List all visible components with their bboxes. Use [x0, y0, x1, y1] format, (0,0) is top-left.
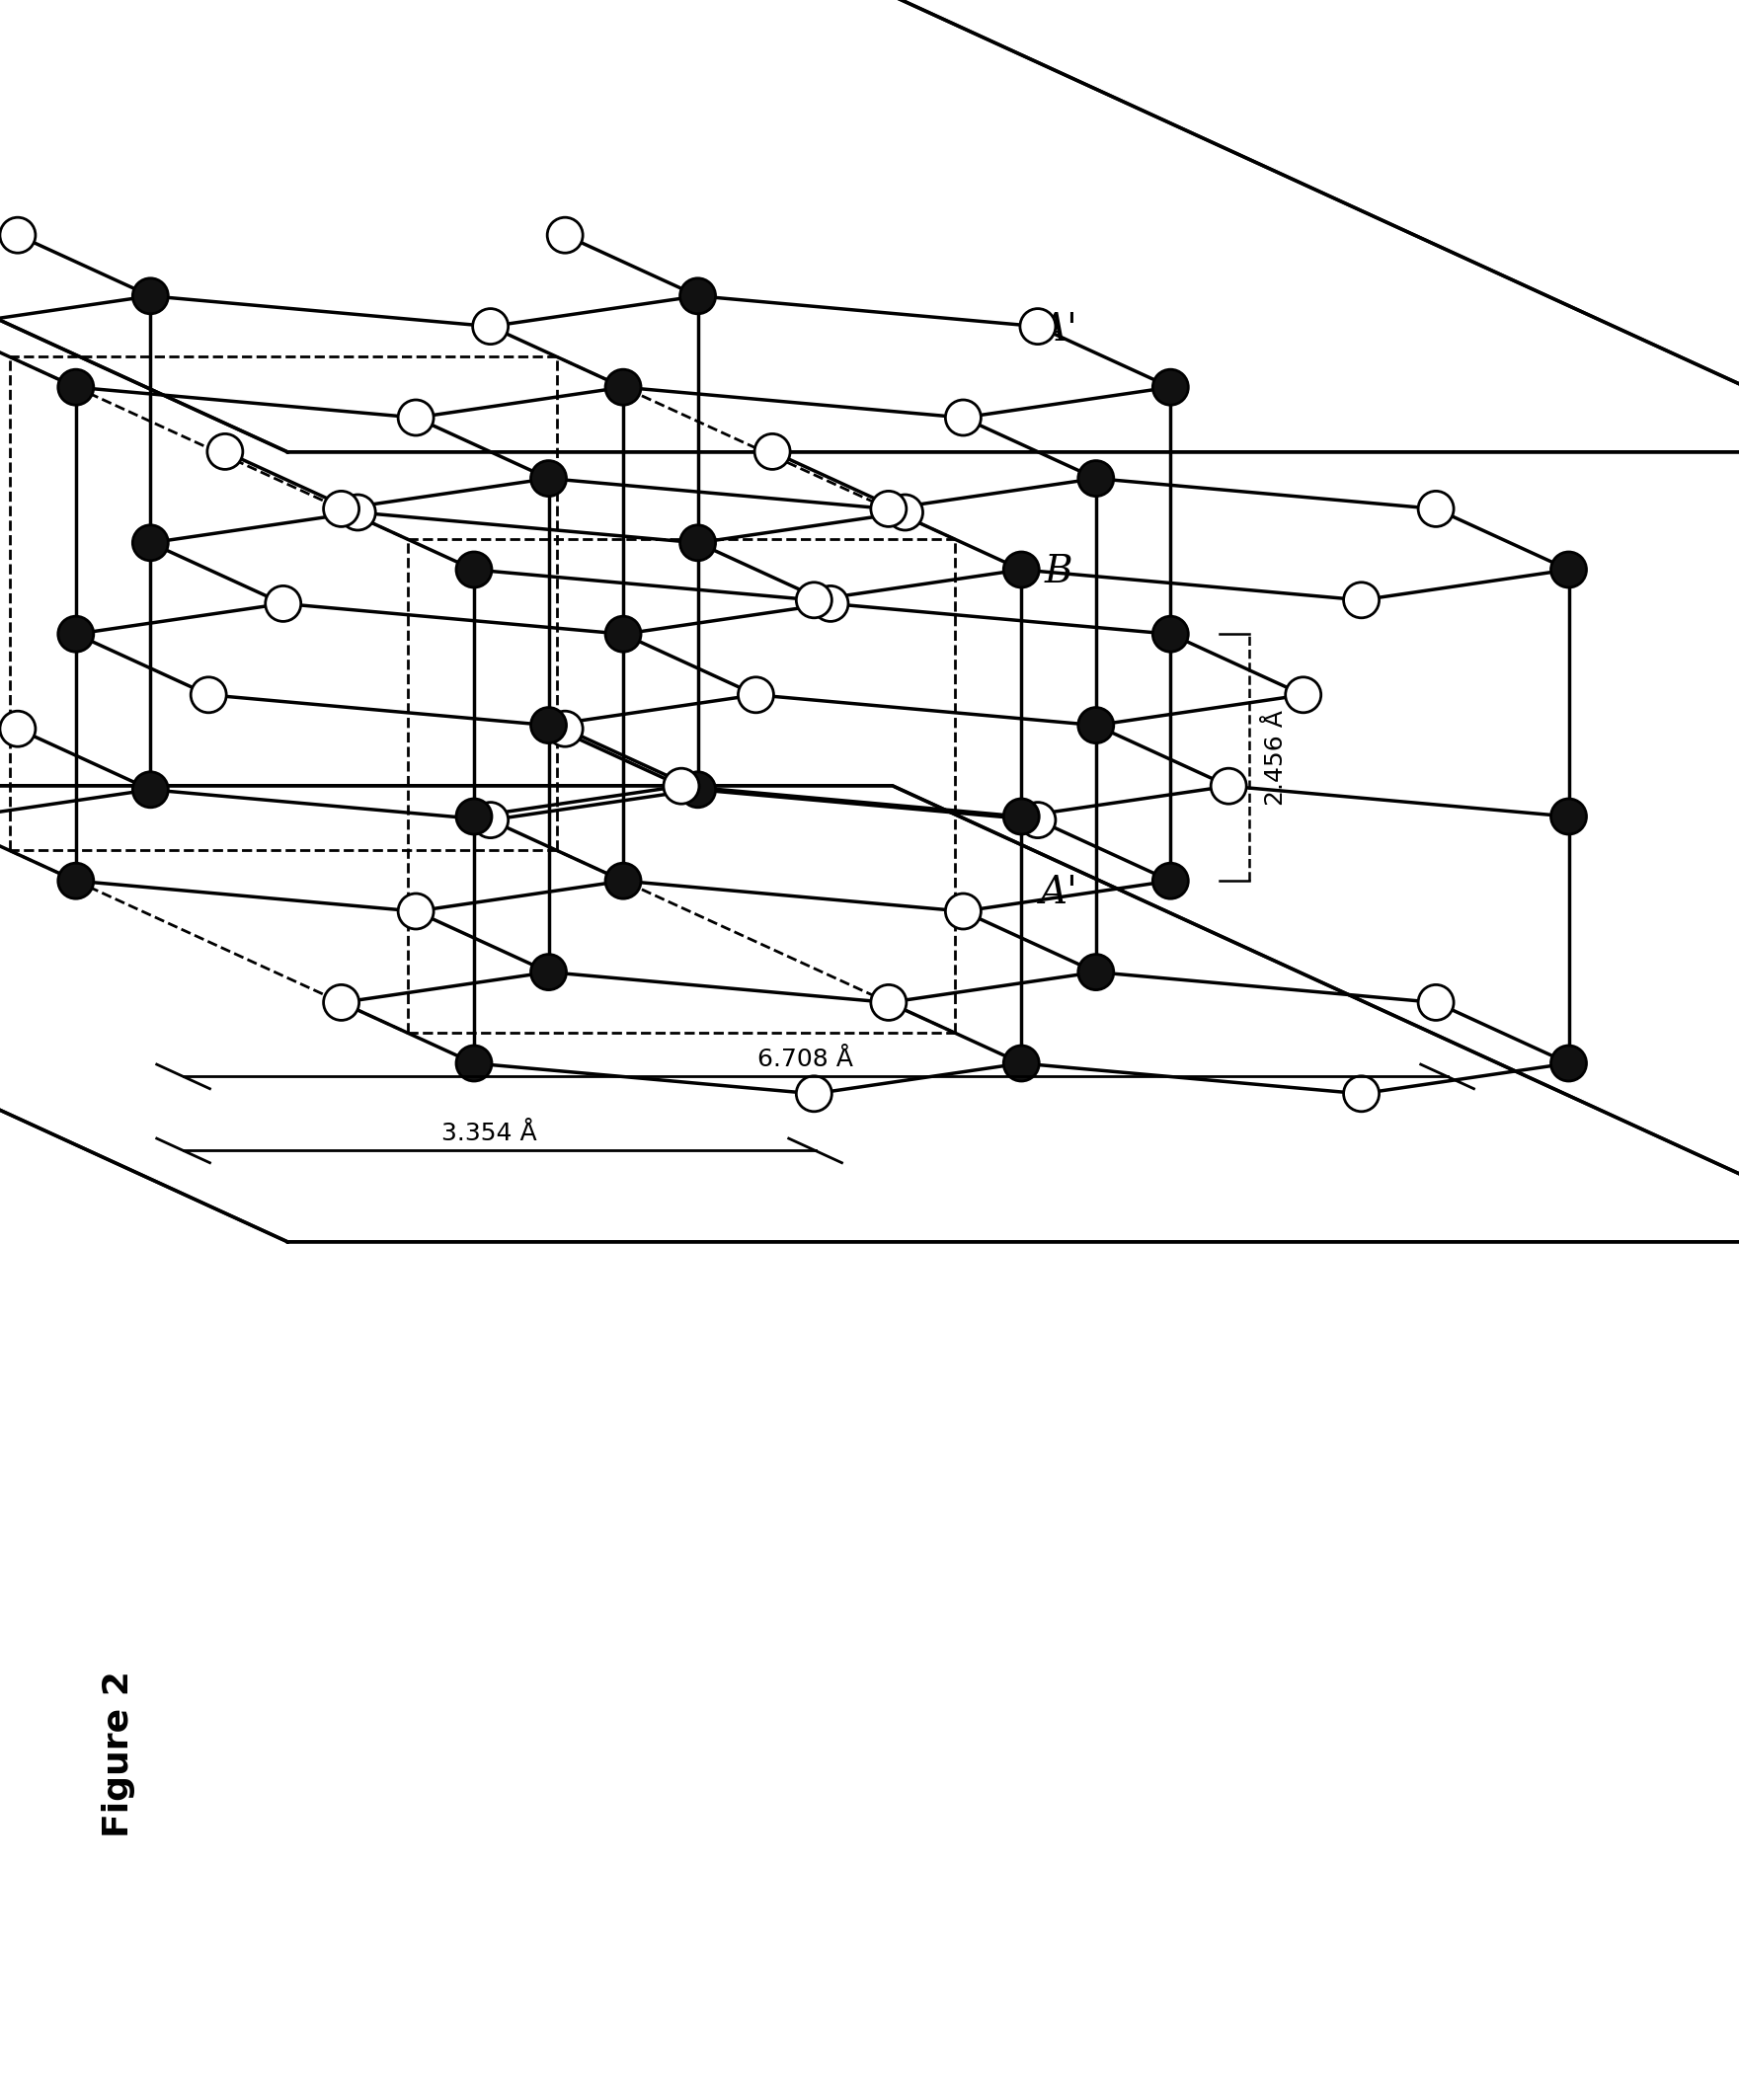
Circle shape: [456, 1046, 492, 1082]
Circle shape: [796, 1075, 831, 1111]
Circle shape: [1153, 863, 1188, 899]
Text: Figure 2: Figure 2: [101, 1672, 136, 1838]
Polygon shape: [0, 785, 1739, 1241]
Circle shape: [473, 802, 508, 838]
Circle shape: [664, 769, 699, 804]
Circle shape: [871, 491, 906, 527]
Circle shape: [1551, 1046, 1586, 1082]
Circle shape: [871, 985, 906, 1021]
Circle shape: [737, 676, 774, 712]
Circle shape: [530, 708, 567, 743]
Circle shape: [323, 985, 358, 1021]
Circle shape: [605, 863, 642, 899]
Circle shape: [530, 953, 567, 989]
Circle shape: [398, 892, 433, 928]
Circle shape: [1003, 552, 1040, 588]
Circle shape: [548, 712, 583, 748]
Circle shape: [1021, 309, 1056, 344]
Circle shape: [132, 773, 169, 806]
Circle shape: [812, 586, 849, 622]
Circle shape: [1551, 552, 1586, 588]
Text: A': A': [1040, 311, 1078, 349]
Text: B: B: [1045, 554, 1073, 590]
Circle shape: [1344, 582, 1379, 617]
Circle shape: [132, 277, 169, 313]
Text: A': A': [1040, 874, 1078, 911]
Circle shape: [1210, 769, 1247, 804]
Circle shape: [887, 496, 923, 529]
Polygon shape: [0, 0, 1739, 452]
Circle shape: [605, 370, 642, 405]
Circle shape: [680, 525, 715, 561]
Circle shape: [0, 218, 35, 252]
Circle shape: [946, 399, 981, 435]
Circle shape: [191, 676, 226, 712]
Circle shape: [680, 773, 715, 806]
Circle shape: [1153, 615, 1188, 651]
Circle shape: [57, 370, 94, 405]
Circle shape: [398, 399, 433, 435]
Circle shape: [1078, 708, 1113, 743]
Circle shape: [1551, 798, 1586, 834]
Circle shape: [473, 309, 508, 344]
Circle shape: [1285, 676, 1322, 712]
Circle shape: [456, 798, 492, 834]
Circle shape: [132, 525, 169, 561]
Circle shape: [266, 586, 301, 622]
Circle shape: [1003, 1046, 1040, 1082]
Circle shape: [456, 552, 492, 588]
Circle shape: [605, 615, 642, 651]
Circle shape: [1021, 802, 1056, 838]
Circle shape: [796, 582, 831, 617]
Circle shape: [1078, 460, 1113, 496]
Circle shape: [323, 491, 358, 527]
Circle shape: [1419, 491, 1454, 527]
Text: 6.708 Å: 6.708 Å: [758, 1048, 854, 1071]
Circle shape: [1344, 1075, 1379, 1111]
Circle shape: [680, 277, 715, 313]
Circle shape: [946, 892, 981, 928]
Circle shape: [1419, 985, 1454, 1021]
Circle shape: [207, 435, 243, 470]
Text: 3.354 Å: 3.354 Å: [442, 1121, 537, 1147]
Text: 2.456 Å: 2.456 Å: [1264, 710, 1289, 804]
Circle shape: [1078, 953, 1113, 989]
Circle shape: [530, 460, 567, 496]
Circle shape: [57, 615, 94, 651]
Circle shape: [57, 863, 94, 899]
Circle shape: [1003, 798, 1040, 834]
Circle shape: [0, 712, 35, 748]
Circle shape: [339, 496, 376, 529]
Circle shape: [755, 435, 790, 470]
Circle shape: [1153, 370, 1188, 405]
Circle shape: [548, 218, 583, 252]
